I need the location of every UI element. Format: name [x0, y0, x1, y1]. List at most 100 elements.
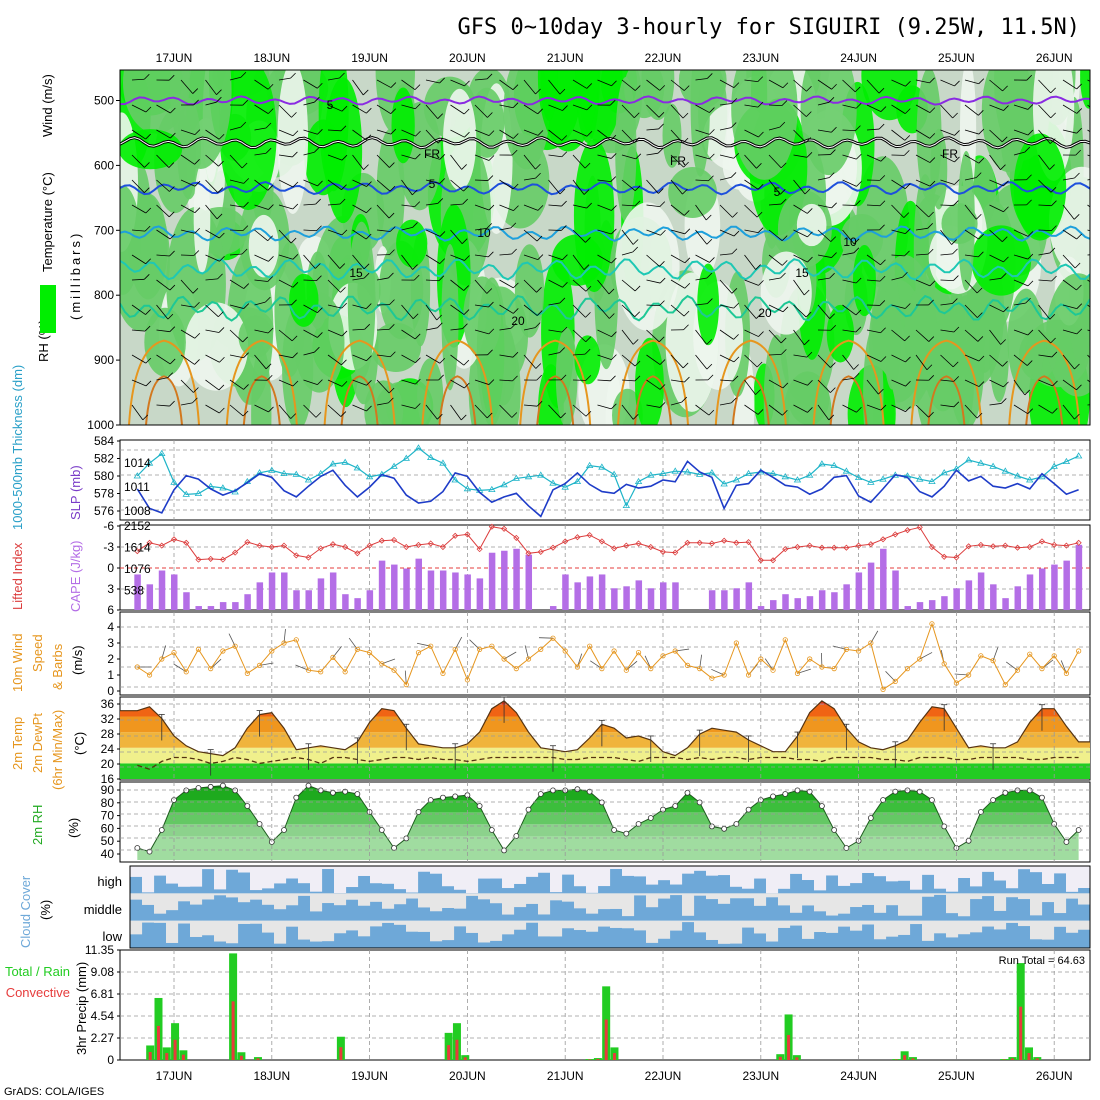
rh2m-marker: [452, 793, 459, 800]
wind-barb: [229, 354, 244, 359]
surface-hump-contour: [438, 375, 477, 425]
wind-barb: [866, 379, 879, 395]
wind-barb-flag: [217, 187, 224, 193]
cloud-cell: [130, 866, 143, 877]
wind10-marker: [966, 672, 972, 678]
tick-label: 2.27: [91, 1031, 115, 1045]
wind-barb: [254, 79, 269, 90]
tick-label: 6: [107, 603, 114, 617]
cape-bar: [305, 590, 312, 610]
cloud-cell: [778, 866, 791, 889]
wind10-marker: [1027, 651, 1033, 657]
wind10-marker: [440, 670, 446, 677]
wind-barb-flag: [855, 309, 862, 316]
wind-barb: [597, 229, 612, 235]
wind-barb: [303, 79, 318, 89]
wind10-marker: [318, 669, 324, 675]
wind-barb: [450, 304, 465, 315]
cape-bar: [317, 578, 325, 610]
wind-barb: [989, 104, 1004, 111]
wind-barb-flag: [1027, 280, 1034, 287]
surface-hump-contour: [242, 375, 281, 425]
wind-barb: [450, 279, 464, 291]
rh2m-marker: [440, 794, 446, 801]
wind-barb-flag: [217, 311, 224, 318]
wind-barb-flag: [167, 313, 174, 320]
wind-barb: [523, 404, 538, 407]
cloud-cell: [1006, 920, 1019, 923]
pressure-tick-label: 1000: [87, 418, 114, 432]
precip-convective-bar: [588, 1059, 592, 1060]
wind-barb-flag: [878, 388, 884, 395]
wind-barb: [474, 279, 488, 294]
wind-barb: [646, 279, 661, 284]
wind-barb: [131, 379, 147, 387]
wind-barb: [474, 104, 488, 118]
wind-barb: [964, 229, 979, 240]
wind-barb-flag: [611, 331, 617, 337]
wind-barb: [450, 379, 465, 389]
cloud-cell: [958, 893, 971, 917]
wind-barb: [695, 204, 707, 221]
wind-barb-flag: [145, 309, 151, 315]
wind-barb: [915, 404, 929, 418]
wind-barb-flag: [830, 387, 836, 393]
wind-barb-flag: [926, 364, 933, 371]
wind-barb: [646, 79, 661, 91]
rh-blob: [635, 337, 664, 425]
precip-convective-bar: [1027, 1053, 1031, 1060]
wind-barb: [768, 229, 783, 241]
wind-barb: [548, 279, 563, 288]
cape-bar: [904, 606, 911, 610]
pressure-tick-label: 500: [94, 94, 114, 108]
wind-barb: [278, 254, 294, 260]
cape-bar: [647, 588, 655, 610]
li-marker: [806, 542, 813, 549]
wind-barb: [450, 129, 465, 138]
wind10-marker: [477, 646, 483, 653]
rh2m-marker: [354, 791, 361, 797]
temperature-contour: [120, 180, 1090, 196]
wind-barb-flag: [1052, 408, 1058, 414]
wind10-label-2: Speed: [30, 634, 45, 672]
wind-barb: [646, 254, 660, 267]
wind-barb: [915, 354, 928, 370]
wind-barb-flag: [413, 274, 420, 281]
wind-barb-flag: [611, 228, 617, 235]
wind-barb: [768, 304, 784, 313]
bottom-day-label: 19JUN: [351, 1069, 388, 1083]
contour-label: 5: [429, 177, 436, 191]
wind10-marker: [305, 667, 312, 673]
bottom-day-labels: 17JUN 18JUN 19JUN 20JUN 21JUN 22JUN 23JUN 24JUN…: [156, 1069, 1073, 1083]
wind-barb: [1038, 379, 1053, 387]
cloud-cell: [922, 920, 935, 941]
wind10-marker: [770, 667, 776, 673]
wind-barb-flag: [905, 80, 911, 87]
wind-barb: [695, 277, 708, 281]
cloud-cell: [994, 893, 1007, 911]
cloud-cell: [430, 920, 443, 942]
tick-label: 576: [94, 504, 114, 518]
wind-barb: [646, 128, 659, 131]
precip-convective-bar: [339, 1047, 343, 1060]
wind-barb: [744, 229, 759, 234]
wind-barb: [180, 279, 194, 294]
contour-label: FR: [942, 147, 958, 161]
wind-barb: [940, 404, 954, 408]
cape-tick-label: 2152: [124, 519, 151, 533]
rh-blob: [1046, 273, 1090, 397]
li-marker: [549, 544, 557, 551]
top-day-label: 22JUN: [645, 51, 682, 65]
wind-barb-flag: [267, 83, 274, 90]
wind-barb-flag: [657, 147, 664, 154]
precip-convective-bar: [604, 1019, 608, 1060]
li-marker: [1014, 544, 1021, 551]
wind-barb-flag: [291, 112, 297, 118]
slp-marker: [390, 462, 398, 469]
cloud-cell: [142, 920, 155, 923]
wind-barb: [670, 254, 686, 264]
wind-barb: [1087, 354, 1090, 359]
